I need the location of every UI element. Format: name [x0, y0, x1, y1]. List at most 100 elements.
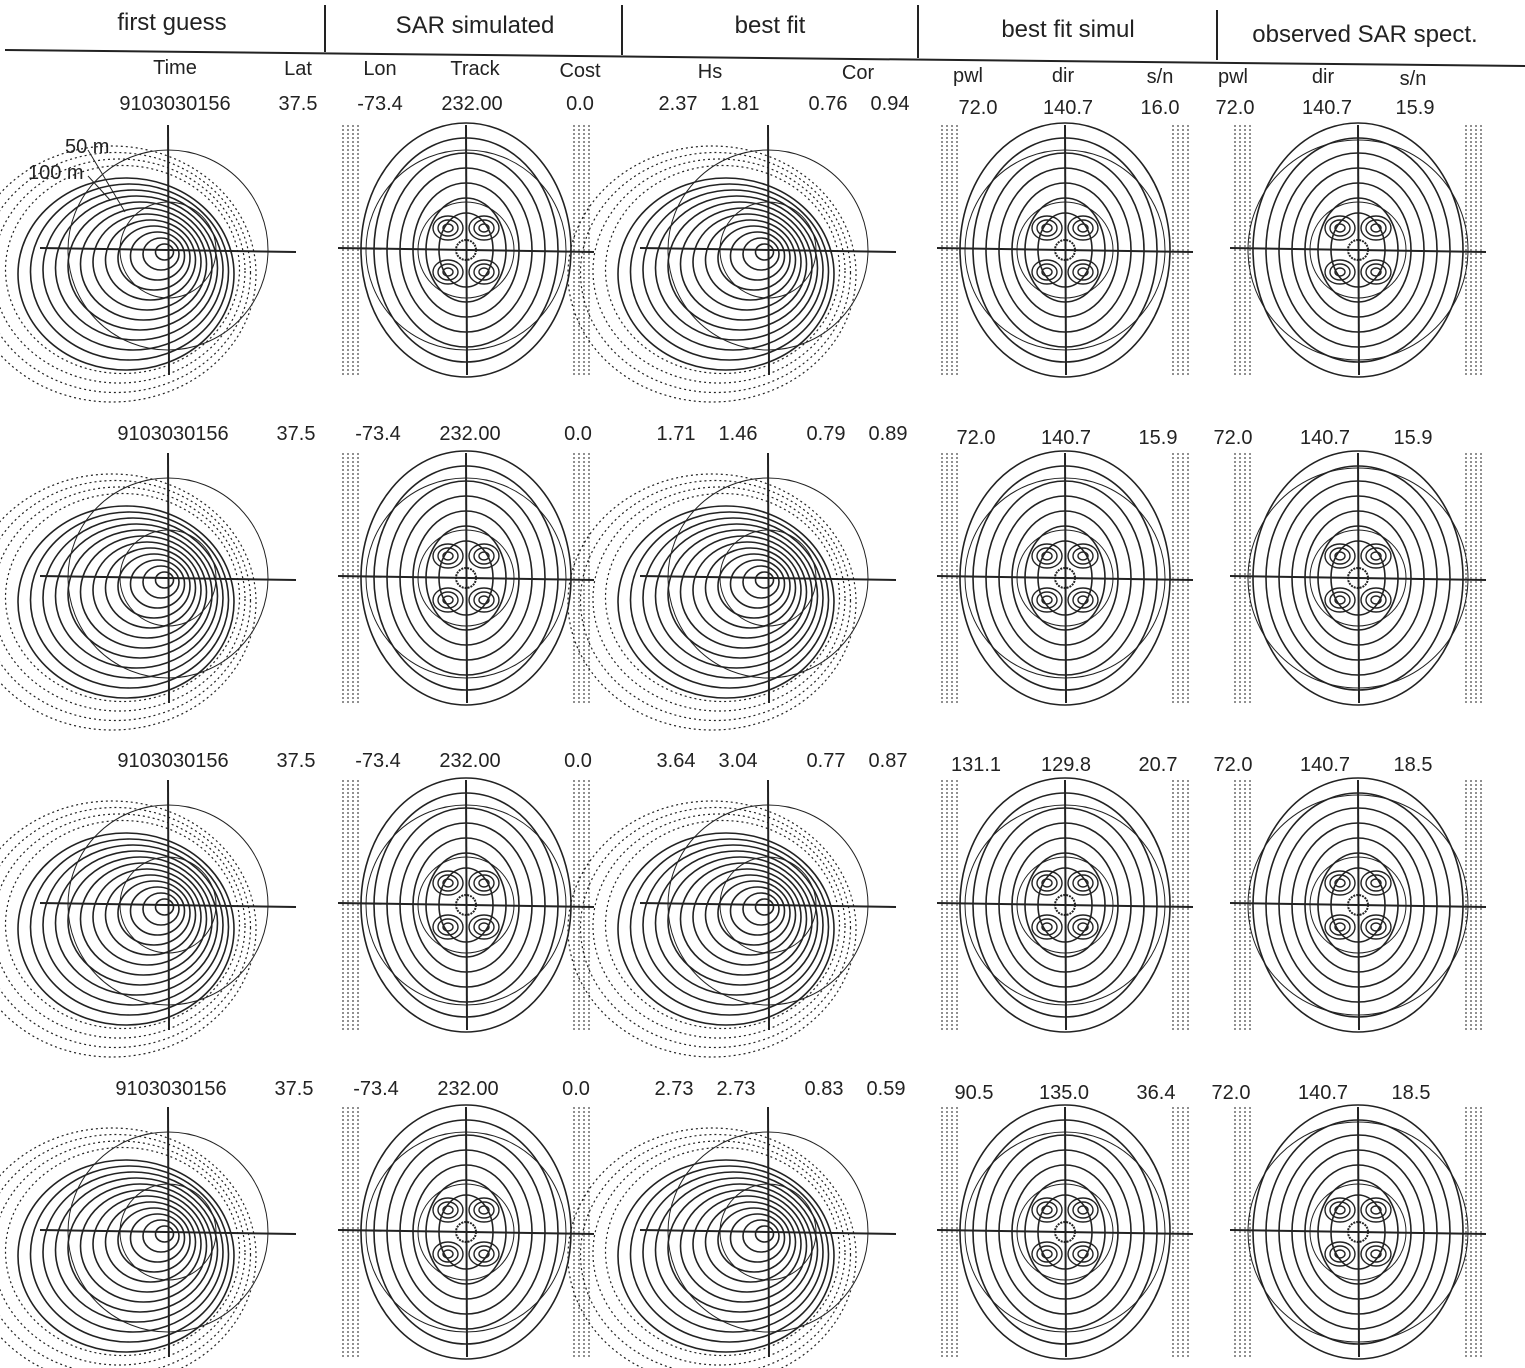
contour	[129, 231, 186, 281]
contour	[1365, 874, 1387, 892]
axis-cross	[1064, 1106, 1067, 1358]
contour	[432, 914, 464, 940]
contour	[604, 819, 841, 1030]
contour	[729, 886, 786, 936]
contour	[754, 1225, 775, 1243]
contour	[1304, 182, 1412, 318]
contour	[442, 595, 454, 605]
cell-value: 37.5	[279, 93, 318, 115]
contour	[79, 535, 208, 649]
contour	[1347, 894, 1369, 916]
contour	[442, 922, 454, 932]
contour	[478, 1249, 490, 1259]
scale-label: 100 m	[28, 162, 84, 184]
contour	[679, 207, 808, 321]
contour	[754, 243, 775, 261]
contour	[717, 225, 791, 291]
contour	[1324, 587, 1356, 613]
contour	[1024, 852, 1106, 958]
contour	[754, 571, 775, 589]
contour	[1370, 267, 1382, 277]
contour	[0, 473, 257, 731]
axis-cross	[767, 452, 770, 704]
cell-value: 0.76	[809, 93, 848, 115]
contour	[679, 862, 808, 976]
contour	[1370, 922, 1382, 932]
contour	[1370, 223, 1382, 233]
cell-value: 0.89	[869, 423, 908, 445]
contour	[4, 164, 241, 375]
contour	[1265, 137, 1451, 363]
cell-value: 0.87	[869, 750, 908, 772]
contour	[468, 215, 500, 241]
contour	[1360, 914, 1392, 940]
contour	[972, 137, 1158, 363]
contour	[425, 197, 507, 303]
cell-value: 140.7	[1298, 1082, 1348, 1104]
contour	[742, 237, 780, 271]
cell-value: 72.0	[1216, 97, 1255, 119]
contour	[1291, 495, 1425, 661]
contour	[567, 473, 857, 731]
contour	[1317, 852, 1399, 958]
contour	[473, 591, 495, 609]
contour	[468, 914, 500, 940]
contour	[442, 267, 454, 277]
contour	[1334, 595, 1346, 605]
contour	[617, 177, 835, 371]
contour	[1067, 870, 1099, 896]
contour	[704, 1201, 797, 1283]
contour	[985, 152, 1145, 348]
contour	[455, 894, 477, 916]
cell-value: 20.7	[1139, 754, 1178, 776]
contour	[717, 880, 791, 946]
contour	[1324, 1241, 1356, 1267]
axis-cross	[767, 779, 770, 1031]
contour	[642, 1171, 824, 1333]
contour	[478, 595, 490, 605]
contour	[468, 870, 500, 896]
contour	[0, 479, 252, 722]
contour	[0, 800, 257, 1058]
header-rule	[4, 49, 1525, 67]
contour	[629, 1165, 830, 1343]
contour	[1067, 1241, 1099, 1267]
contour	[42, 1171, 224, 1333]
cell-value: 1.81	[721, 93, 760, 115]
cell-value: -73.4	[357, 93, 403, 115]
contour	[1360, 215, 1392, 241]
cell-value: 0.59	[867, 1078, 906, 1100]
contour	[478, 223, 490, 233]
contour	[1365, 263, 1387, 281]
contour	[1011, 182, 1119, 318]
contour	[567, 800, 857, 1058]
contour	[432, 1197, 464, 1223]
contour	[1067, 587, 1099, 613]
column-label: Cost	[559, 60, 601, 82]
contour	[1360, 870, 1392, 896]
contour	[998, 1149, 1132, 1315]
contour	[1072, 591, 1094, 609]
contour	[1041, 223, 1053, 233]
contour	[704, 874, 797, 956]
contour	[17, 832, 235, 1026]
axis-cross	[1357, 1106, 1360, 1358]
contour	[1291, 822, 1425, 988]
contour	[1067, 259, 1099, 285]
axis-cross	[167, 452, 170, 704]
contour	[0, 151, 252, 394]
contour	[1330, 540, 1386, 616]
contour	[998, 822, 1132, 988]
contour	[1072, 1201, 1094, 1219]
contour	[642, 844, 824, 1006]
contour	[998, 167, 1132, 333]
contour	[1024, 1179, 1106, 1285]
contour	[1037, 540, 1093, 616]
column-label: Hs	[698, 61, 722, 83]
cell-value: 15.9	[1139, 427, 1178, 449]
contour	[1324, 215, 1356, 241]
contour	[432, 1241, 464, 1267]
contour	[692, 541, 802, 639]
contour	[478, 1205, 490, 1215]
contour	[92, 1195, 202, 1293]
